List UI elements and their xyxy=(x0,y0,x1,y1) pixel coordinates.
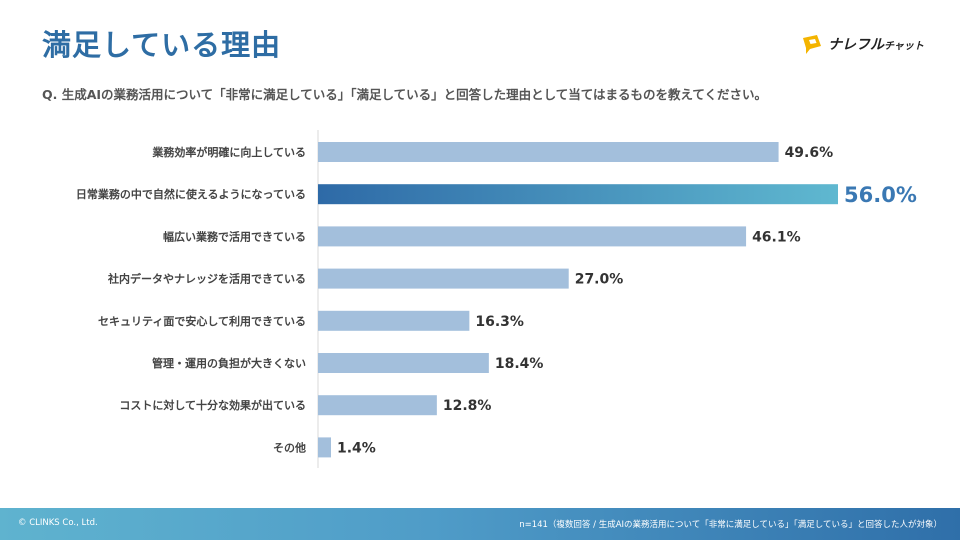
value-label: 1.4% xyxy=(337,440,376,456)
category-label: その他 xyxy=(273,440,306,454)
category-label: 幅広い業務で活用できている xyxy=(163,229,306,243)
value-label: 27.0% xyxy=(575,272,624,288)
category-label: 日常業務の中で自然に使えるようになっている xyxy=(76,187,306,201)
bar xyxy=(318,142,779,162)
logo-text: ナレフルチャット xyxy=(828,37,924,53)
category-label: 管理・運用の負担が大きくない xyxy=(152,356,306,370)
category-label: 社内データやナレッジを活用できている xyxy=(107,272,306,286)
footer-bar: © CLINKS Co., Ltd. n=141（複数回答 / 生成AIの業務活… xyxy=(0,508,960,540)
bar xyxy=(318,395,437,416)
page-title: 満足している理由 xyxy=(42,28,282,62)
value-label: 12.8% xyxy=(443,398,492,414)
chat-bubble-logo-icon xyxy=(803,35,821,54)
bar xyxy=(318,353,489,373)
sample-note: n=141（複数回答 / 生成AIの業務活用について「非常に満足している」「満足… xyxy=(519,520,942,530)
bar xyxy=(318,226,747,247)
survey-question: Q. 生成AIの業務活用について「非常に満足している」「満足している」と回答した… xyxy=(42,87,768,102)
bar-highlight xyxy=(318,184,838,205)
category-label: セキュリティ面で安心して利用できている xyxy=(98,314,306,328)
bar xyxy=(318,268,569,289)
value-label: 46.1% xyxy=(752,229,801,245)
value-label: 56.0% xyxy=(844,183,917,207)
copyright-text: © CLINKS Co., Ltd. xyxy=(18,518,98,528)
brand-logo: ナレフルチャット xyxy=(800,30,930,58)
category-label: 業務効率が明確に向上している xyxy=(151,145,306,159)
value-label: 49.6% xyxy=(785,145,834,161)
chart-bars: 業務効率が明確に向上している 49.6% 日常業務の中で自然に使えるようになっている… xyxy=(76,142,917,458)
bar xyxy=(318,437,331,458)
category-label: コストに対して十分な効果が出ている xyxy=(119,398,306,412)
value-label: 16.3% xyxy=(475,314,524,330)
bar-chart: 業務効率が明確に向上している 49.6% 日常業務の中で自然に使えるようになっている… xyxy=(76,130,917,468)
value-label: 18.4% xyxy=(495,356,544,372)
bar xyxy=(318,310,470,331)
